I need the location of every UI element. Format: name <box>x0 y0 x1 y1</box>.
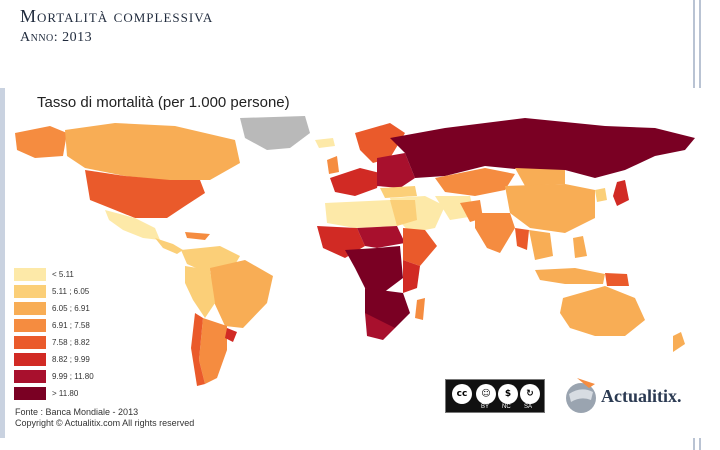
region-mongolia <box>515 168 565 186</box>
region-scandinavia <box>355 123 405 163</box>
region-papua <box>605 273 629 286</box>
region-north-africa <box>325 200 405 228</box>
region-central-america <box>155 238 183 254</box>
region-new-zealand <box>673 332 685 352</box>
legend-swatch <box>14 336 46 349</box>
region-iceland <box>315 138 335 148</box>
legend-item: 8.82 ; 9.99 <box>14 351 94 368</box>
map-panel: Tasso di mortalità (per 1.000 persone) <… <box>5 88 710 438</box>
legend-label: 5.11 ; 6.05 <box>52 287 90 296</box>
region-western-europe <box>330 168 380 196</box>
region-japan <box>613 180 629 206</box>
legend-swatch <box>14 302 46 315</box>
region-philippines <box>573 236 587 258</box>
region-alaska <box>15 126 67 158</box>
legend-label: < 5.11 <box>52 270 74 279</box>
region-india <box>475 213 515 253</box>
source-line: Fonte : Banca Mondiale - 2013 <box>15 407 139 417</box>
region-caribbean <box>185 232 210 240</box>
region-china <box>505 184 595 233</box>
copyright-line: Copyright © Actualitix.com All rights re… <box>15 418 195 428</box>
legend-item: 9.99 ; 11.80 <box>14 368 94 385</box>
region-southern-cone <box>199 318 227 384</box>
region-russia <box>390 118 695 178</box>
legend-label: > 11.80 <box>52 389 79 398</box>
legend-item: 6.91 ; 7.58 <box>14 317 94 334</box>
attribution-icon: ☺ <box>476 384 496 404</box>
region-uk <box>327 156 339 174</box>
world-map <box>15 116 695 386</box>
region-myanmar <box>515 228 529 250</box>
legend-swatch <box>14 353 46 366</box>
region-central-africa <box>345 246 403 293</box>
region-australia <box>560 286 645 336</box>
source-note: Fonte : Banca Mondiale - 2013 Copyright … <box>15 407 194 429</box>
region-indochina <box>529 230 553 260</box>
globe-icon <box>566 378 596 413</box>
region-korea <box>595 188 607 202</box>
region-usa <box>85 170 205 218</box>
noncommercial-icon: $ <box>498 384 518 404</box>
region-mexico <box>105 210 160 240</box>
legend-item: > 11.80 <box>14 385 94 402</box>
region-egypt <box>390 200 417 226</box>
cc-label-sa: SA <box>524 404 533 410</box>
legend-label: 6.05 ; 6.91 <box>52 304 90 313</box>
creative-commons-badge: cc ☺ $ ↻ BY NC SA <box>445 379 545 413</box>
legend-label: 7.58 ; 8.82 <box>52 338 90 347</box>
region-pakistan <box>460 200 483 222</box>
region-iran <box>435 196 475 220</box>
sharealike-icon: ↻ <box>520 384 540 404</box>
legend-swatch <box>14 268 46 281</box>
legend-item: 6.05 ; 6.91 <box>14 300 94 317</box>
region-uruguay <box>225 328 237 342</box>
legend-swatch <box>14 319 46 332</box>
actualitix-logo: Actualitix. <box>561 376 691 416</box>
region-horn-of-africa <box>403 228 437 266</box>
legend-item: < 5.11 <box>14 266 94 283</box>
brand-name: Actualitix. <box>601 386 682 406</box>
region-greenland <box>240 116 310 150</box>
region-east-africa <box>403 260 420 293</box>
legend-item: 7.58 ; 8.82 <box>14 334 94 351</box>
legend-label: 6.91 ; 7.58 <box>52 321 90 330</box>
legend-label: 9.99 ; 11.80 <box>52 372 94 381</box>
region-central-asia <box>435 168 515 196</box>
map-legend: < 5.11 5.11 ; 6.05 6.05 ; 6.91 6.91 ; 7.58 7… <box>14 266 94 402</box>
region-brazil <box>210 260 273 328</box>
region-canada <box>65 123 240 180</box>
region-turkey <box>380 186 417 198</box>
legend-swatch <box>14 285 46 298</box>
region-peru-bolivia <box>185 266 215 318</box>
legend-item: 5.11 ; 6.05 <box>14 283 94 300</box>
legend-label: 8.82 ; 9.99 <box>52 355 90 364</box>
map-heading: Tasso di mortalità (per 1.000 persone) <box>37 94 290 111</box>
cc-icon: cc <box>452 384 472 404</box>
slide-title: Mortalità complessiva <box>20 6 214 26</box>
region-eastern-europe <box>377 153 415 188</box>
legend-swatch <box>14 387 46 400</box>
region-madagascar <box>415 298 425 320</box>
legend-swatch <box>14 370 46 383</box>
region-chile <box>191 313 205 386</box>
slide-subtitle: Anno: 2013 <box>20 30 93 45</box>
cc-label-by: BY <box>481 404 490 410</box>
slide-frame-left <box>0 88 5 438</box>
region-south-africa <box>365 313 395 340</box>
region-sahel <box>357 226 405 248</box>
region-indonesia <box>535 268 605 284</box>
cc-label-nc: NC <box>502 404 511 410</box>
